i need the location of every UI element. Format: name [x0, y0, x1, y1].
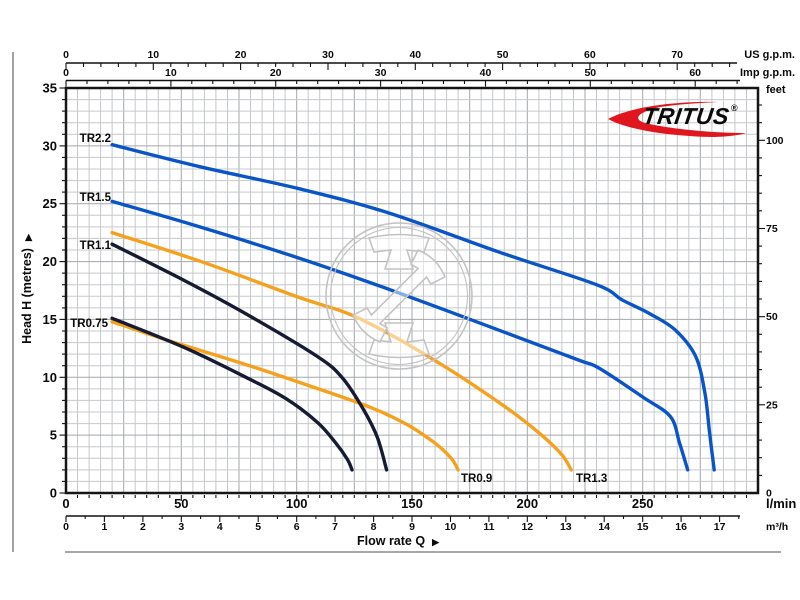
tick-label: 13: [560, 521, 572, 533]
x-axis-title: Flow rate Q ▶: [357, 534, 440, 548]
lmin-unit-label: l/min: [766, 496, 796, 511]
tick-label: 200: [516, 496, 538, 511]
curve-label-TR0.75: TR0.75: [70, 318, 108, 330]
curve-TR0.75: [110, 316, 354, 472]
tick-label: 6: [294, 521, 300, 533]
curve-label-TR1.1: TR1.1: [80, 240, 112, 252]
tick-label: 150: [401, 496, 423, 511]
tick-label: 30: [43, 138, 57, 153]
tick-label: 10: [43, 370, 57, 385]
curve-labels: TR2.2 TR1.5 TR1.3 TR0.9 TR1.1 TR0.75: [70, 133, 607, 485]
tick-label: 60: [584, 49, 596, 61]
tick-label: 0: [63, 521, 69, 533]
tick-label: 10: [445, 521, 457, 533]
imp-gpm-unit-label: Imp g.p.m.: [740, 67, 795, 79]
tick-label: 50: [497, 49, 509, 61]
curve-label-TR1.3: TR1.3: [576, 473, 607, 485]
tick-label: 8: [371, 521, 377, 533]
tick-label: 20: [270, 67, 282, 79]
tritus-logo-swoosh-icon: [608, 101, 746, 137]
tick-label: 7: [332, 521, 338, 533]
curve-label-TR1.5: TR1.5: [80, 192, 112, 204]
tick-label: 50: [174, 496, 188, 511]
tick-label: 75: [766, 223, 778, 235]
us-gpm-unit-label: US g.p.m.: [744, 49, 795, 61]
tick-label: 1: [101, 521, 107, 533]
tritus-watermark-icon: [325, 222, 473, 370]
tick-label: 9: [409, 521, 415, 533]
tick-label: 3: [178, 521, 184, 533]
tick-label: 100: [286, 496, 308, 511]
tick-label: 5: [50, 428, 57, 443]
tick-label: 0: [63, 49, 69, 61]
plot-border: [64, 86, 760, 495]
tritus-logo-text: TRITUS: [641, 103, 731, 129]
curve-TR0.9: [110, 320, 460, 472]
tick-label: 14: [598, 521, 610, 533]
feet-unit-label: feet: [766, 84, 786, 96]
tick-label: 35: [43, 81, 57, 96]
tritus-logo: TRITUS ®: [608, 101, 746, 137]
y-axis-title: Head H (metres)▶: [20, 233, 34, 344]
plot-grid: [66, 88, 758, 493]
tick-label: 0: [766, 488, 772, 500]
tick-label: 16: [675, 521, 687, 533]
tick-label: 10: [147, 49, 159, 61]
tick-label: 2: [140, 521, 146, 533]
tick-label: 15: [637, 521, 649, 533]
tick-label: 25: [766, 399, 778, 411]
tick-label: 50: [584, 67, 596, 79]
tick-label: 5: [255, 521, 261, 533]
tick-label: 17: [714, 521, 726, 533]
tritus-logo-registered-mark: ®: [731, 103, 738, 113]
tick-label: 250: [632, 496, 654, 511]
curve-TR1.1: [110, 242, 389, 472]
tick-label: 30: [322, 49, 334, 61]
tick-label: 40: [409, 49, 421, 61]
tick-label: 4: [217, 521, 223, 533]
tick-label: 60: [689, 67, 701, 79]
tick-label: 0: [62, 496, 69, 511]
tick-label: 12: [521, 521, 533, 533]
curve-TR1.5: [110, 199, 690, 472]
tick-label: 10: [165, 67, 177, 79]
tick-label: 11: [483, 521, 494, 533]
pump-curves: [110, 143, 716, 472]
tick-label: 0: [50, 486, 57, 501]
curve-label-TR0.9: TR0.9: [461, 473, 492, 485]
curve-TR2.2: [110, 143, 716, 472]
tick-label: 40: [480, 67, 492, 79]
tick-label: 15: [43, 312, 57, 327]
m3h-unit-label: m³/h: [766, 521, 788, 533]
tick-label: 100: [766, 135, 784, 147]
tick-label: 20: [235, 49, 247, 61]
tick-label: 20: [43, 254, 57, 269]
tick-label: 30: [375, 67, 387, 79]
axis-tick-labels: 0 10 20 30 40 50 60 700 10 20 30 40 50 60353025201510…: [43, 49, 784, 533]
tick-label: 50: [766, 311, 778, 323]
curve-label-TR2.2: TR2.2: [80, 133, 111, 145]
tick-label: 70: [671, 49, 683, 61]
tick-label: 25: [43, 196, 57, 211]
tick-label: 0: [63, 67, 69, 79]
